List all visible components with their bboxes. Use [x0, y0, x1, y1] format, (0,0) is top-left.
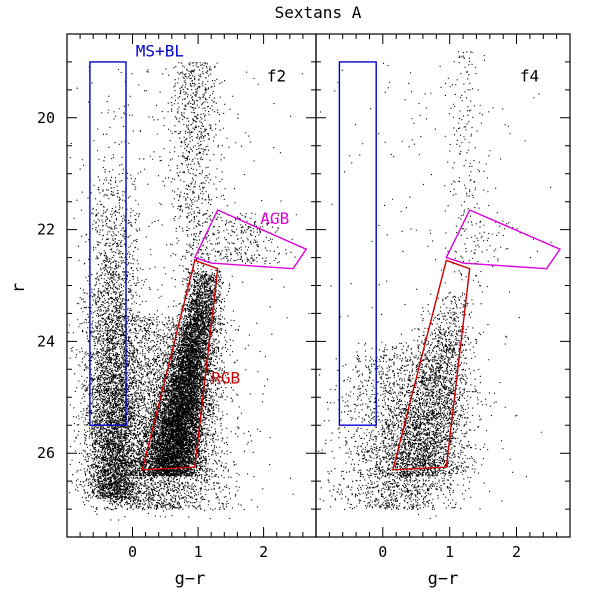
- y-tick-labels: 20 22 24 26: [37, 109, 55, 462]
- tick-marks-f4: [316, 34, 570, 537]
- panel-f2: MS+BL AGB RGB f2: [66, 33, 317, 538]
- ms-bl-label: MS+BL: [136, 41, 184, 60]
- x-tick-label: 0: [128, 543, 137, 561]
- agb-box: [193, 209, 308, 270]
- x-tick-label: 0: [378, 543, 387, 561]
- y-tick-label: 24: [37, 332, 55, 350]
- panel-f4: f4: [315, 33, 571, 538]
- y-axis-label: r: [9, 283, 29, 293]
- agb-label: AGB: [260, 209, 289, 228]
- panel-label-f4: f4: [520, 67, 539, 86]
- y-tick-label: 22: [37, 221, 55, 239]
- star-points-f2: [68, 62, 310, 521]
- x-tick-label: 2: [259, 543, 268, 561]
- star-points-f4: [318, 51, 552, 519]
- figure-title: Sextans A: [275, 3, 362, 22]
- rgb-label: RGB: [211, 368, 240, 387]
- selection-boxes-f2: MS+BL AGB RGB: [89, 41, 308, 471]
- selection-boxes-f4: [338, 61, 562, 471]
- panel-label-f2: f2: [267, 67, 286, 86]
- axis-ticks-f2: [67, 34, 316, 537]
- tick-marks-f2: [67, 34, 316, 537]
- ms-bl-box: [338, 61, 377, 426]
- star-points-f2: [68, 62, 310, 521]
- x-tick-label: 1: [194, 543, 203, 561]
- rgb-box: [391, 259, 471, 471]
- agb-box: [445, 209, 562, 270]
- x-axis-label-f2: g−r: [175, 569, 206, 589]
- star-points-f4: [318, 51, 552, 519]
- rgb-box: [141, 259, 219, 471]
- x-tick-label: 1: [445, 543, 454, 561]
- y-tick-label: 26: [37, 444, 55, 462]
- panel-frame-f4: [315, 33, 571, 538]
- x-tick-labels: 0 1 2 0 1 2: [128, 543, 521, 561]
- axis-ticks-f4: [316, 34, 570, 537]
- x-axis-label-f4: g−r: [428, 569, 459, 589]
- y-tick-label: 20: [37, 109, 55, 127]
- x-tick-label: 2: [512, 543, 521, 561]
- ms-bl-box: [89, 61, 127, 426]
